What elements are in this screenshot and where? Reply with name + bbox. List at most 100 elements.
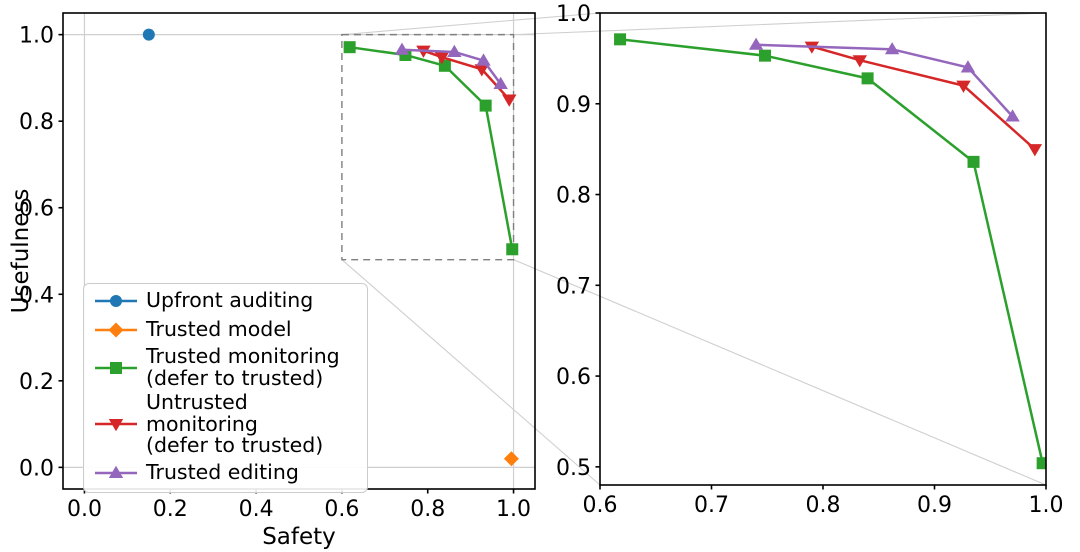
untrusted-monitoring-defer-to-trusted-line xyxy=(422,49,511,101)
main-series-trusted-monitoring-defer-to-trusted xyxy=(343,41,519,256)
untrusted-monitoring-defer-to-trusted-marker xyxy=(474,64,489,77)
legend-label-line: (defer to trusted) xyxy=(146,433,324,457)
upfront-auditing-legend-sample xyxy=(95,295,137,307)
legend-label: Trusted editing xyxy=(146,459,299,484)
trusted-monitoring-defer-to-trusted-marker xyxy=(438,59,451,72)
untrusted-monitoring-defer-to-trusted-marker xyxy=(1027,144,1043,157)
trusted-monitoring-defer-to-trusted-marker xyxy=(861,72,874,85)
zoom-connector-line xyxy=(341,259,601,486)
x-tick-label: 0.7 xyxy=(694,493,729,518)
trusted-monitoring-defer-to-trusted-marker xyxy=(967,155,980,168)
trusted-editing-marker xyxy=(960,60,976,73)
trusted-monitoring-defer-to-trusted-marker xyxy=(343,41,356,54)
trusted-editing-marker xyxy=(476,53,491,66)
zoom-series-layer xyxy=(614,33,1046,470)
zoom-connector-line xyxy=(513,259,1047,486)
trusted-editing-line xyxy=(400,48,502,86)
y-tick-label: 0.7 xyxy=(556,274,591,299)
trusted-model-marker xyxy=(503,451,519,467)
y-tick-label: 0.9 xyxy=(556,93,591,118)
x-axis-label: Safety xyxy=(262,524,336,550)
trusted-monitoring-defer-to-trusted-marker xyxy=(506,243,519,256)
zoom-connector-line xyxy=(513,12,1047,36)
y-tick-label: 1.0 xyxy=(19,24,54,49)
legend-item-untrusted-monitoring-defer-to-trusted: Untrusted monitoring (defer to trusted) xyxy=(92,390,359,457)
trusted-monitoring-defer-to-trusted-marker xyxy=(479,99,492,112)
trusted-model-legend-marker xyxy=(108,322,124,338)
legend-item-trusted-model: Trusted model xyxy=(92,317,359,343)
legend-item-trusted-monitoring-defer-to-trusted: Trusted monitoring (defer to trusted) xyxy=(92,344,359,390)
trusted-model-legend-sample xyxy=(95,322,137,338)
main-tick-labels: 0.0 0.2 0.4 0.6 0.8 1.0 0.0 0.2 0.4 0.6 0.8 1.0 xyxy=(19,24,531,522)
legend-label: Untrusted monitoring (defer to trusted) xyxy=(146,390,359,457)
y-tick-label: 0.6 xyxy=(556,365,591,390)
y-tick-label: 0.0 xyxy=(19,456,54,481)
main-series-trusted-editing xyxy=(394,42,508,89)
y-tick-label: 0.8 xyxy=(556,184,591,209)
zoom-ticks xyxy=(595,12,1047,490)
x-tick-label: 0.2 xyxy=(153,497,188,522)
x-tick-label: 0.8 xyxy=(410,497,445,522)
zoom-series-trusted-monitoring-defer-to-trusted xyxy=(614,33,1046,470)
untrusted-monitoring-defer-to-trusted-marker xyxy=(502,94,517,107)
legend-item-upfront-auditing: Upfront auditing xyxy=(92,288,359,314)
trusted-monitoring-defer-to-trusted-marker xyxy=(614,33,627,46)
trusted-editing-marker xyxy=(1005,109,1020,122)
zoom-connector-lines xyxy=(341,12,1047,486)
y-tick-label: 1.0 xyxy=(556,2,591,27)
x-tick-label: 0.0 xyxy=(67,497,102,522)
upfront-auditing-marker xyxy=(142,28,155,41)
legend-label-line: Trusted model xyxy=(146,317,292,342)
y-tick-label: 0.5 xyxy=(556,456,591,481)
x-tick-label: 0.4 xyxy=(239,497,274,522)
x-tick-label: 1.0 xyxy=(496,497,531,522)
zoom-series-trusted-editing xyxy=(748,37,1020,122)
trusted-editing-marker xyxy=(748,37,764,50)
trusted-editing-marker xyxy=(447,44,462,57)
trusted-editing-legend-marker xyxy=(108,465,124,478)
y-tick-label: 0.6 xyxy=(19,197,54,222)
legend-label-line: Trusted monitoring xyxy=(146,344,340,368)
legend-item-trusted-editing: Trusted editing xyxy=(92,460,359,486)
untrusted-monitoring-defer-to-trusted-marker xyxy=(956,80,971,93)
trusted-editing-marker xyxy=(884,42,900,55)
legend-label-line: Trusted editing xyxy=(146,459,299,484)
trusted-editing-line xyxy=(754,43,1014,118)
x-tick-label: 0.8 xyxy=(806,493,841,518)
x-tick-label: 0.9 xyxy=(917,493,952,518)
untrusted-monitoring-defer-to-trusted-marker xyxy=(852,55,867,68)
y-tick-label: 0.2 xyxy=(19,370,54,395)
trusted-monitoring-defer-to-trusted-marker xyxy=(1036,457,1046,470)
trusted-monitoring-defer-to-trusted-marker xyxy=(759,49,772,62)
y-tick-label: 0.8 xyxy=(19,110,54,135)
y-tick-label: 0.4 xyxy=(19,283,54,308)
y-axis-label: Usefulness xyxy=(8,188,34,314)
upfront-auditing-legend-marker xyxy=(110,295,122,307)
zoom-tick-labels: 0.6 0.7 0.8 0.9 1.0 0.5 0.6 0.7 0.8 0.9 1.0 xyxy=(556,2,1064,518)
legend-label: Trusted monitoring (defer to trusted) xyxy=(146,344,340,390)
legend-label-line: Untrusted monitoring xyxy=(146,390,258,436)
x-tick-label: 0.6 xyxy=(583,493,618,518)
untrusted-monitoring-defer-to-trusted-legend-sample xyxy=(95,419,137,432)
x-tick-label: 1.0 xyxy=(1029,493,1064,518)
legend-label: Upfront auditing xyxy=(146,290,313,312)
legend-label: Trusted model xyxy=(146,319,292,341)
trusted-editing-marker xyxy=(394,42,410,55)
legend: Upfront auditing Trusted model Trusted mon… xyxy=(83,283,368,493)
main-series-layer xyxy=(142,28,519,467)
trusted-editing-marker xyxy=(493,76,508,89)
trusted-monitoring-defer-to-trusted-legend-marker xyxy=(110,361,122,374)
untrusted-monitoring-defer-to-trusted-legend-marker xyxy=(108,419,124,432)
legend-label-line: (defer to trusted) xyxy=(146,365,324,390)
zoom-plot-area xyxy=(600,13,1046,485)
untrusted-monitoring-defer-to-trusted-line xyxy=(810,45,1037,151)
zoom-indicator-rect xyxy=(341,33,515,261)
untrusted-monitoring-defer-to-trusted-marker xyxy=(434,52,450,65)
zoom-series-untrusted-monitoring-defer-to-trusted xyxy=(804,41,1043,157)
main-series-trusted-model xyxy=(503,451,519,467)
main-series-upfront-auditing xyxy=(142,28,155,41)
trusted-editing-legend-sample xyxy=(95,465,137,478)
x-tick-label: 0.6 xyxy=(324,497,359,522)
